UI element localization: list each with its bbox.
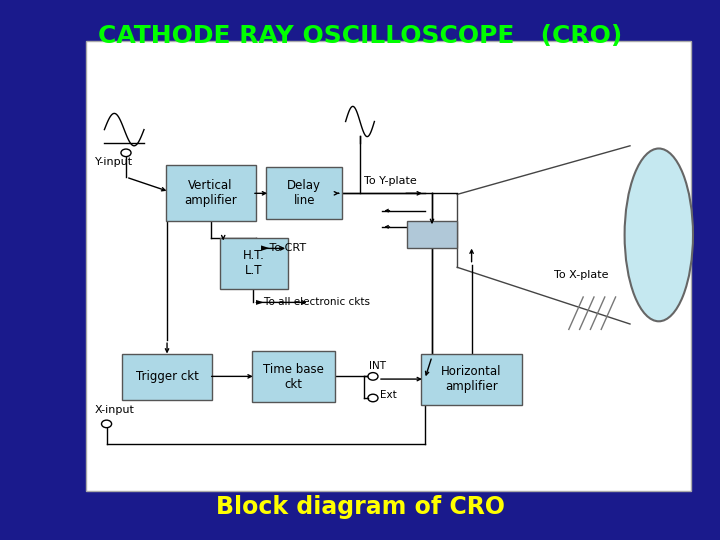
FancyBboxPatch shape xyxy=(266,167,342,219)
Text: ►To all electronic ckts: ►To all electronic ckts xyxy=(256,298,370,307)
FancyBboxPatch shape xyxy=(407,221,457,248)
Text: Block diagram of CRO: Block diagram of CRO xyxy=(215,496,505,519)
FancyBboxPatch shape xyxy=(86,40,691,491)
Text: CATHODE RAY OSCILLOSCOPE   (CRO): CATHODE RAY OSCILLOSCOPE (CRO) xyxy=(98,24,622,48)
Ellipse shape xyxy=(625,148,693,321)
Text: ►To CRT: ►To CRT xyxy=(261,244,307,253)
Text: Horizontal
amplifier: Horizontal amplifier xyxy=(441,366,502,393)
Text: H.T.
L.T: H.T. L.T xyxy=(243,249,265,277)
Text: Delay
line: Delay line xyxy=(287,179,321,207)
Text: Trigger ckt: Trigger ckt xyxy=(136,370,199,383)
FancyBboxPatch shape xyxy=(166,165,256,221)
FancyBboxPatch shape xyxy=(421,354,522,405)
Text: Time base
ckt: Time base ckt xyxy=(263,363,324,390)
Text: To X-plate: To X-plate xyxy=(554,271,609,280)
FancyBboxPatch shape xyxy=(122,354,212,400)
Text: To Y-plate: To Y-plate xyxy=(364,176,416,186)
Text: X-input: X-input xyxy=(95,406,135,415)
FancyBboxPatch shape xyxy=(220,238,288,289)
Text: Vertical
amplifier: Vertical amplifier xyxy=(184,179,237,207)
Text: INT: INT xyxy=(369,361,386,371)
Text: Ext: Ext xyxy=(380,390,397,400)
Text: Y-input: Y-input xyxy=(95,157,133,167)
FancyBboxPatch shape xyxy=(252,351,335,402)
